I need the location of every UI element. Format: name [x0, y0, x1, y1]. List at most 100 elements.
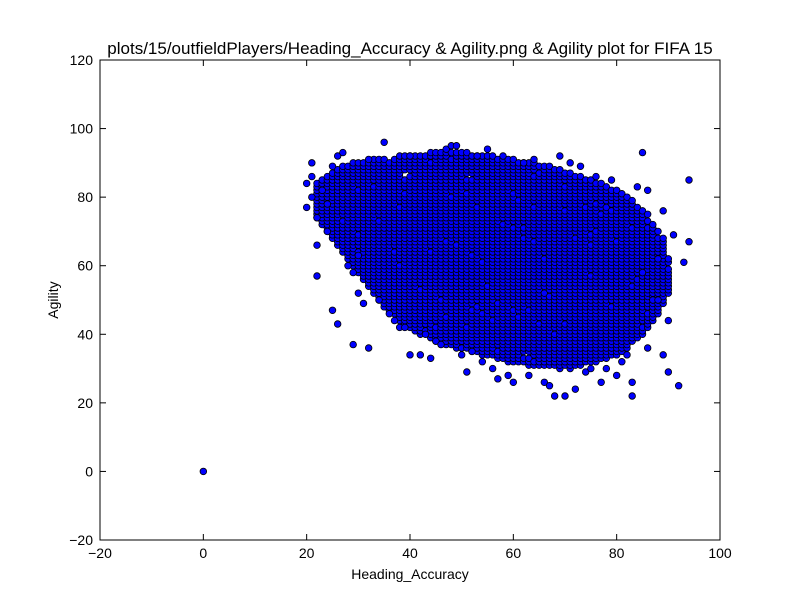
data-point: [416, 351, 425, 359]
data-point: [380, 138, 388, 146]
data-point: [406, 152, 414, 160]
data-point: [659, 207, 667, 215]
data-point: [566, 159, 574, 167]
data-point: [581, 368, 590, 376]
y-tick-label: 60: [77, 258, 93, 274]
data-point: [457, 351, 466, 359]
data-point: [628, 392, 636, 400]
x-tick-label: 80: [609, 545, 625, 561]
data-point: [313, 272, 321, 280]
data-point: [323, 227, 332, 236]
data-point: [468, 347, 476, 356]
data-point: [452, 142, 461, 150]
data-point: [612, 186, 621, 194]
data-point: [442, 145, 450, 153]
data-point: [333, 320, 342, 328]
data-point: [556, 152, 564, 160]
data-point: [664, 316, 673, 325]
data-point: [576, 172, 585, 181]
data-point: [654, 255, 662, 263]
data-point: [654, 296, 662, 304]
x-tick-label: 60: [506, 545, 522, 561]
data-point: [556, 166, 564, 174]
x-axis-label: Heading_Accuracy: [351, 566, 469, 582]
data-point: [530, 155, 538, 164]
data-point: [664, 255, 673, 263]
data-point: [638, 268, 647, 277]
data-point: [618, 190, 626, 198]
data-point: [390, 316, 399, 325]
data-point: [488, 364, 497, 373]
data-point: [597, 378, 605, 386]
data-point: [643, 186, 652, 194]
data-point: [618, 358, 626, 366]
data-point: [509, 155, 518, 164]
data-point: [437, 340, 445, 349]
data-point: [488, 152, 497, 160]
y-tick-label: 100: [70, 121, 94, 137]
data-point: [463, 368, 471, 376]
plot-frame: [99, 59, 721, 541]
data-point: [680, 258, 688, 266]
data-point: [380, 155, 388, 164]
data-point: [628, 378, 636, 386]
data-point: [638, 148, 647, 157]
data-point: [426, 354, 435, 362]
data-point: [685, 238, 693, 246]
data-point: [308, 193, 316, 201]
data-point: [612, 371, 621, 380]
data-point: [308, 159, 316, 167]
data-point: [364, 344, 373, 352]
y-tick-label: −20: [69, 532, 93, 548]
data-point: [643, 344, 652, 352]
data-point: [354, 251, 363, 260]
y-tick-label: 40: [77, 326, 93, 342]
y-tick-label: 120: [70, 52, 94, 68]
chart-title: plots/15/outfieldPlayers/Heading_Accurac…: [107, 39, 712, 58]
data-point: [550, 392, 559, 400]
data-point: [664, 265, 673, 273]
data-point: [339, 148, 347, 157]
data-point: [623, 351, 631, 359]
data-point: [401, 323, 409, 332]
data-point: [659, 351, 667, 359]
data-point: [318, 186, 326, 194]
data-point: [674, 382, 683, 390]
data-point: [571, 385, 580, 393]
data-point: [478, 358, 487, 366]
data-point: [354, 289, 363, 297]
y-axis-label: Agility: [45, 281, 61, 318]
data-point: [328, 306, 337, 314]
data-point: [633, 183, 642, 191]
data-point: [483, 145, 492, 153]
x-tick-label: 100: [708, 545, 732, 561]
data-point: [421, 330, 430, 338]
data-point: [685, 176, 693, 184]
data-point: [592, 172, 600, 181]
data-point: [607, 176, 616, 184]
y-tick-label: 20: [77, 395, 93, 411]
data-point: [499, 152, 507, 160]
data-point: [638, 207, 647, 215]
data-point: [540, 378, 549, 386]
data-point: [385, 310, 394, 318]
y-tick-label: 0: [85, 463, 93, 479]
data-point: [302, 179, 311, 188]
y-tick-label: 80: [77, 189, 93, 205]
data-point: [628, 196, 636, 205]
data-point: [313, 214, 321, 222]
data-point: [473, 152, 481, 160]
data-point: [669, 231, 678, 239]
data-point: [199, 467, 208, 476]
x-tick-label: 0: [199, 545, 207, 561]
data-point: [602, 364, 611, 373]
data-point: [302, 203, 311, 212]
data-point: [344, 262, 352, 270]
data-point: [406, 351, 414, 359]
x-tick-label: 20: [299, 545, 315, 561]
data-point: [561, 392, 569, 400]
data-point: [623, 193, 631, 201]
data-point: [525, 371, 533, 380]
axis-ticks: −20 0 20 40 60 80 100 −20 0 20 40 60 80 100 120: [69, 52, 732, 561]
